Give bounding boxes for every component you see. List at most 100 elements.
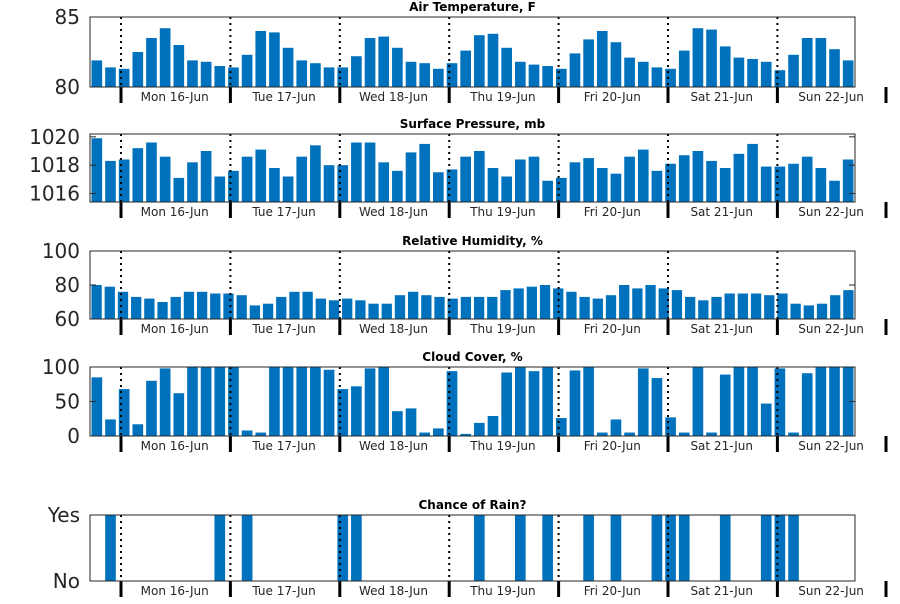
bar <box>624 57 635 87</box>
bar <box>157 302 168 319</box>
bar <box>501 372 512 436</box>
bar <box>315 298 326 319</box>
bar <box>624 156 635 202</box>
bar <box>289 291 300 319</box>
bar <box>105 160 116 202</box>
bar <box>665 68 676 87</box>
day-label: Tue 17-Jun <box>251 90 315 104</box>
bar <box>733 57 745 87</box>
bar <box>829 49 840 87</box>
bar <box>842 159 854 202</box>
y-tick-label: 0 <box>67 424 80 448</box>
bar <box>282 367 294 436</box>
bar <box>637 368 649 436</box>
bar <box>583 515 594 581</box>
bar <box>421 295 432 319</box>
chart-panel-1: Surface Pressure, mb Mon 16-Jun Tue 17-Jun… <box>29 117 888 219</box>
y-tick-label: 85 <box>55 5 80 29</box>
bar <box>801 373 813 436</box>
bar <box>698 300 709 319</box>
bar <box>774 515 786 581</box>
bar <box>719 515 731 581</box>
bar <box>118 159 130 202</box>
bar <box>514 367 526 436</box>
day-label: Thu 19-Jun <box>469 90 535 104</box>
bar <box>829 180 840 202</box>
bar <box>842 60 854 87</box>
y-tick-label: Yes <box>47 503 80 527</box>
bar <box>474 422 485 436</box>
bar <box>760 166 772 202</box>
bar <box>747 143 758 202</box>
bar <box>774 368 786 436</box>
day-label: Sat 21-Jun <box>690 584 753 598</box>
bar <box>788 163 799 202</box>
bar <box>214 176 226 202</box>
bar <box>651 170 663 202</box>
bar <box>684 296 696 319</box>
bar <box>610 42 622 87</box>
bar <box>678 155 690 202</box>
bar <box>269 32 280 87</box>
bar <box>665 515 676 581</box>
bar <box>241 430 253 436</box>
bar <box>351 56 362 87</box>
bar <box>678 432 690 436</box>
bar <box>816 303 828 319</box>
day-label: Mon 16-Jun <box>141 322 209 336</box>
bar <box>719 374 731 436</box>
bar <box>569 53 581 87</box>
bar <box>255 31 267 87</box>
bar <box>760 61 772 87</box>
bar <box>733 367 745 436</box>
bar <box>187 367 198 436</box>
day-label: Mon 16-Jun <box>141 90 209 104</box>
bar <box>342 298 353 319</box>
day-label: Wed 18-Jun <box>359 90 428 104</box>
bar <box>255 432 267 436</box>
bar <box>91 138 103 202</box>
bar <box>610 173 622 202</box>
bar <box>210 293 221 319</box>
bar <box>214 367 226 436</box>
bar <box>173 393 185 436</box>
y-tick-label: 100 <box>42 239 80 263</box>
day-label: Tue 17-Jun <box>251 439 315 453</box>
bar <box>815 38 827 87</box>
bar <box>302 291 313 319</box>
bar <box>131 296 142 319</box>
bar <box>706 432 717 436</box>
bar <box>282 47 294 87</box>
bar <box>801 156 813 202</box>
bar <box>269 168 280 202</box>
bar <box>159 156 171 202</box>
bar <box>296 156 308 202</box>
bar <box>737 293 749 319</box>
bar <box>542 367 553 436</box>
bar <box>645 285 656 319</box>
bar <box>583 39 594 87</box>
bar <box>692 367 704 436</box>
bar <box>526 286 537 319</box>
bar <box>760 403 772 436</box>
bar <box>592 298 603 319</box>
bar <box>392 47 403 87</box>
bar <box>419 63 431 87</box>
bar <box>337 389 349 436</box>
bar <box>760 515 772 581</box>
bar <box>747 367 758 436</box>
chart-panel-0: Air Temperature, F Mon 16-Jun Tue 17-Jun We… <box>55 0 888 104</box>
bar <box>249 305 261 319</box>
bar <box>337 67 349 87</box>
bar <box>434 296 445 319</box>
bar <box>514 159 526 202</box>
bar <box>146 38 157 87</box>
bar <box>555 418 567 436</box>
chart-title: Chance of Rain? <box>418 498 526 512</box>
bar <box>405 61 417 87</box>
bar <box>310 145 321 202</box>
bar <box>323 165 335 202</box>
day-label: Thu 19-Jun <box>469 205 535 219</box>
bar <box>513 288 524 319</box>
